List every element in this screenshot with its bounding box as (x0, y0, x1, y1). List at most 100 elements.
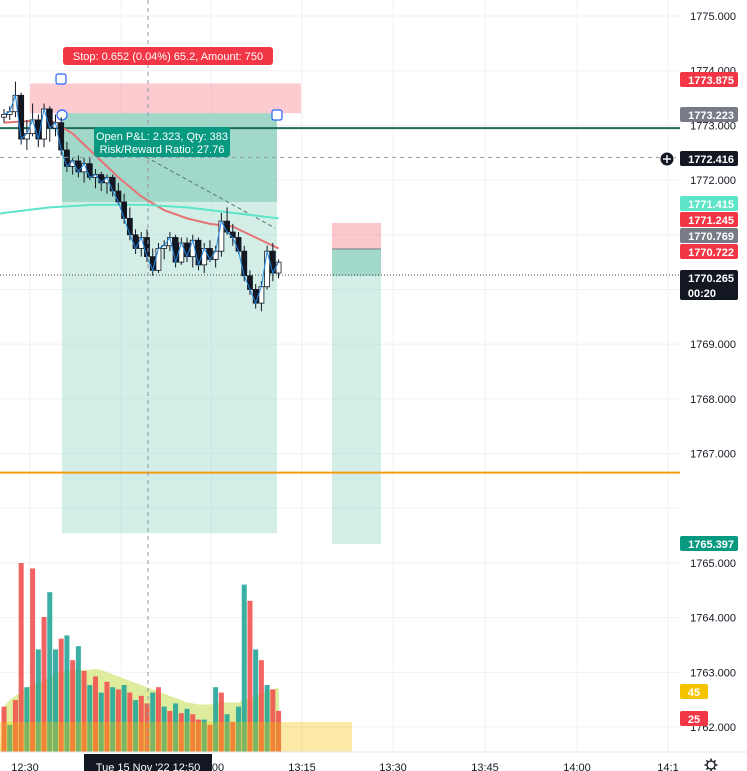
candle-body (18, 94, 25, 140)
volume-bar (81, 671, 87, 752)
volume-bar (201, 719, 207, 752)
price-badge (680, 270, 738, 300)
price-badge-label: 1765.397 (688, 539, 734, 551)
price-badge (680, 107, 738, 122)
countdown-label: 00:20 (688, 288, 716, 300)
gear-tooth (713, 759, 717, 763)
candles (1, 81, 282, 312)
add-order-plus-icon[interactable] (659, 151, 675, 167)
stop-label: Stop: 0.652 (0.04%) 65.2, Amount: 750 (73, 51, 263, 63)
time-tick-partial: 00 (212, 762, 224, 771)
volume-bar (207, 725, 213, 752)
volume-bar (213, 687, 219, 752)
crosshair-time-label: Tue 15 Nov '22 12:50 (96, 762, 200, 771)
volume-bar (70, 660, 76, 752)
volume-bar (24, 687, 30, 752)
volume-bar (75, 646, 81, 752)
volume-bar (93, 676, 99, 752)
price-badge (680, 536, 738, 551)
volume-bar (41, 617, 47, 752)
profit-zone-1[interactable] (62, 113, 277, 534)
candle-body (212, 250, 219, 260)
rr-label: Risk/Reward Ratio: 27.76 (100, 144, 225, 156)
volume-bar (58, 638, 64, 752)
price-badge-label: 1773.875 (688, 75, 734, 87)
volume-bar (115, 689, 121, 752)
price-badge (680, 228, 738, 243)
candle-body (218, 220, 225, 252)
candle-body (184, 242, 190, 258)
volume-label-45: 45 (688, 687, 700, 699)
candle-body (1, 114, 7, 118)
gear-tooth (705, 767, 709, 771)
profit-zone-2[interactable] (332, 249, 381, 544)
volume-bar (161, 706, 167, 752)
price-tick-label: 1765.000 (690, 558, 736, 570)
time-tick-label: 14:00 (563, 762, 591, 771)
price-tick-label: 1764.000 (690, 613, 736, 625)
candle-body (132, 234, 139, 249)
volume-bar (184, 708, 190, 752)
candle-body (144, 237, 150, 258)
entry-handle[interactable] (56, 109, 68, 121)
candle-body (178, 242, 185, 263)
candle-body (115, 190, 122, 203)
stop-zone-2[interactable] (332, 223, 381, 249)
volume-bar (264, 685, 270, 752)
candle-body (247, 275, 253, 290)
price-axis[interactable]: 1775.0001774.0001773.0001772.0001769.000… (659, 0, 747, 771)
price-tick-label: 1773.000 (690, 120, 736, 132)
price-badge-label: 1770.265 (688, 273, 734, 285)
volume-bar (12, 700, 18, 752)
profit-zone-fill-2[interactable] (332, 249, 381, 276)
volume-bar (47, 592, 53, 752)
volume-bar (87, 685, 93, 752)
price-badge-label: 1770.769 (688, 231, 734, 243)
volume-bar (258, 660, 264, 752)
gear-icon[interactable] (704, 758, 718, 771)
volume-bar (127, 692, 133, 752)
time-axis[interactable]: 12:30 13:15 13:30 13:45 14:00 14:1 00 Tue 15 No… (0, 751, 747, 771)
volume-bar (144, 703, 150, 752)
price-tick-label: 1768.000 (690, 394, 736, 406)
volume-bar (253, 649, 259, 752)
price-badge (680, 72, 738, 87)
volume-bar (52, 649, 58, 752)
gear-ring (706, 760, 716, 770)
volume-bar (224, 714, 230, 752)
volume-bar (18, 563, 24, 752)
candle-body (46, 108, 53, 129)
candle-body (241, 250, 248, 277)
volume-bar (270, 689, 276, 752)
volume-bar (138, 695, 144, 752)
volume-bar (241, 584, 247, 752)
moving-average-line (3, 118, 279, 250)
volume-bar (150, 692, 156, 752)
volume-bar (98, 692, 104, 752)
time-tick-label: 14:1 (657, 762, 678, 771)
volume-bar (64, 635, 70, 752)
width-handle[interactable] (271, 109, 283, 121)
price-tick-label: 1772.000 (690, 175, 736, 187)
volume-bar (110, 687, 116, 752)
price-badge-label: 1771.245 (688, 215, 734, 227)
volume-bar (35, 649, 41, 752)
volume-bar (104, 681, 110, 752)
volume-bar (236, 706, 242, 752)
stop-label-box (63, 47, 273, 65)
volume-bar (218, 692, 224, 752)
volume-bar (7, 725, 13, 752)
time-tick-label: 13:45 (471, 762, 499, 771)
candle-body (224, 220, 230, 233)
volume-bar (30, 568, 36, 752)
stop-handle[interactable] (55, 73, 67, 85)
price-badge-label: 1771.415 (688, 199, 734, 211)
pnl-label: Open P&L: 2.323, Qty: 383 (96, 131, 228, 143)
stop-zone-1[interactable] (30, 83, 301, 114)
volume-bar (167, 710, 173, 752)
candle-body (64, 149, 70, 167)
volume-bar (1, 706, 7, 752)
volume-bar (247, 600, 253, 752)
price-badge-label: 1773.223 (688, 110, 734, 122)
